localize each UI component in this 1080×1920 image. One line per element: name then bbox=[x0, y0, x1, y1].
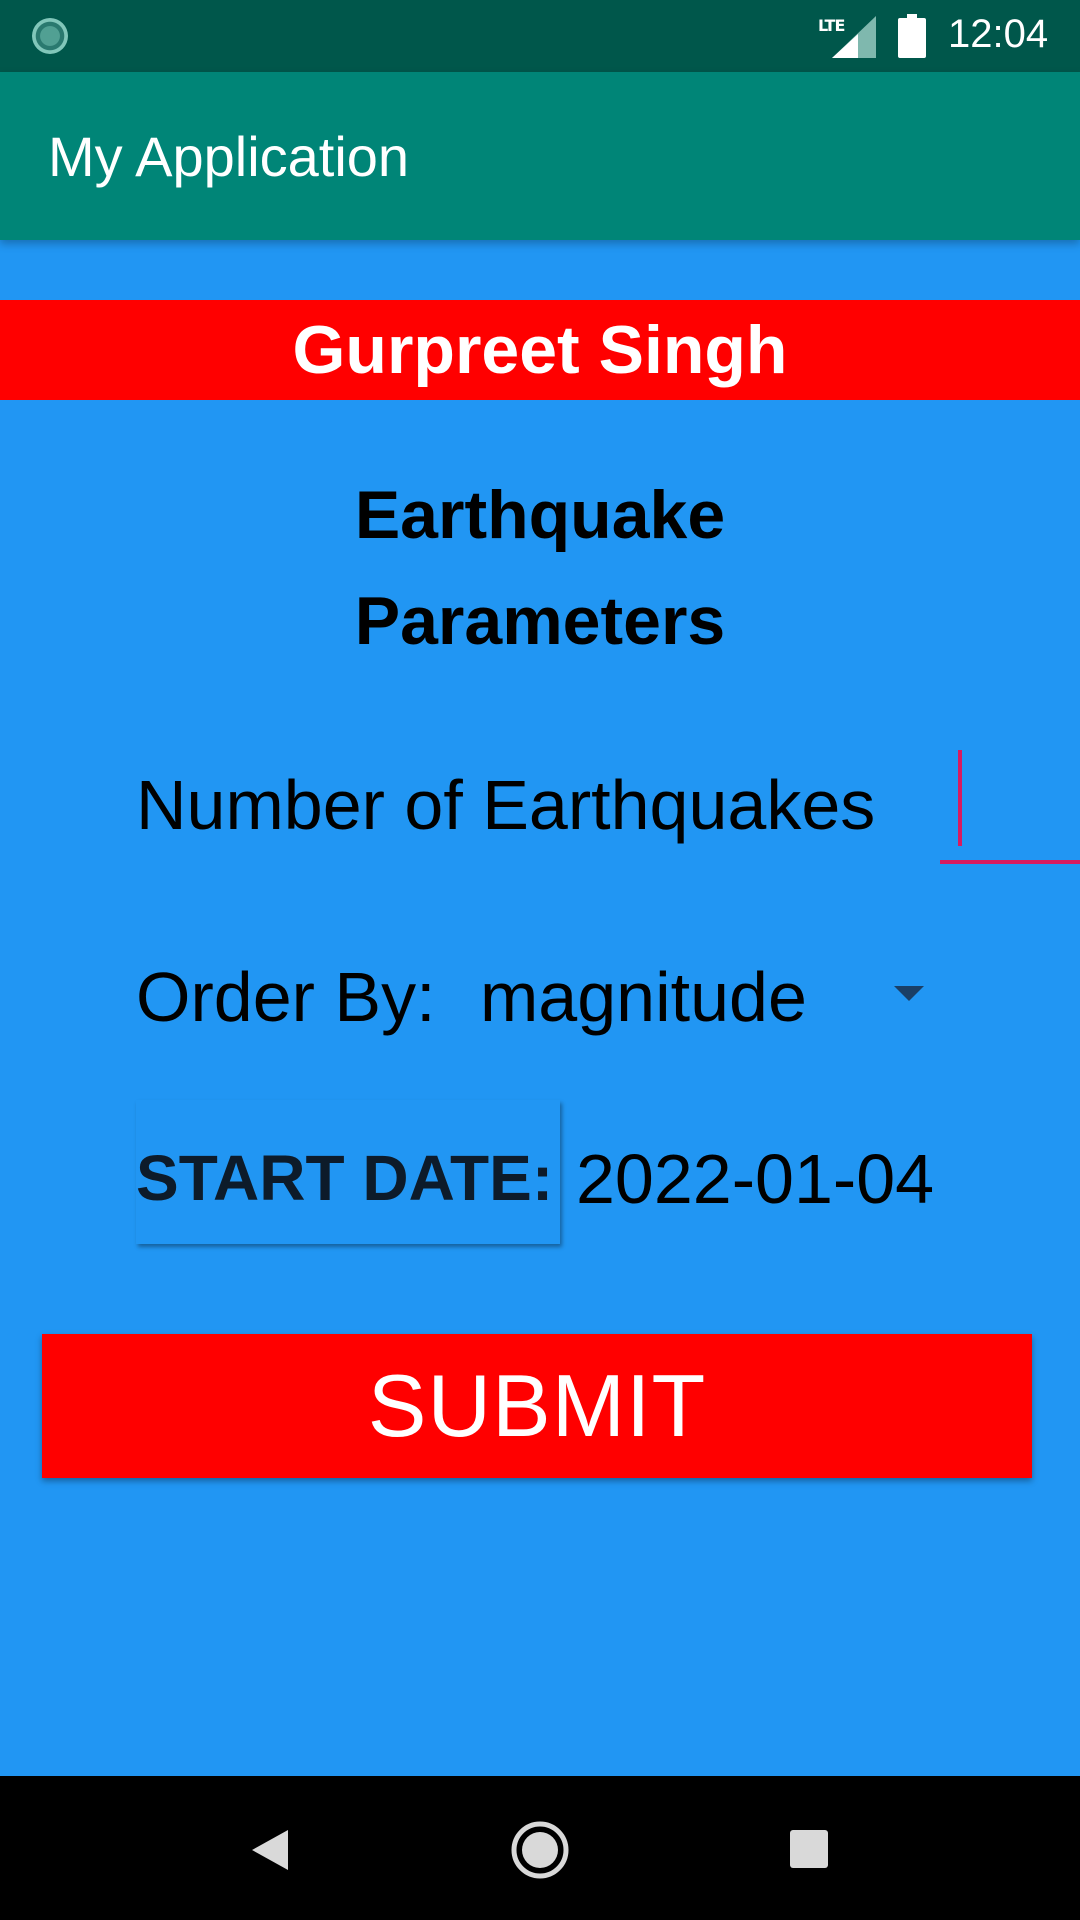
input-underline bbox=[940, 860, 1080, 864]
num-earthquakes-placeholder: Number of Earthquakes bbox=[136, 766, 876, 844]
start-date-value: 2022-01-04 bbox=[576, 1140, 935, 1218]
recents-icon[interactable] bbox=[790, 1830, 828, 1868]
name-banner: Gurpreet Singh bbox=[0, 300, 1080, 400]
network-type-label: LTE bbox=[818, 16, 845, 35]
chevron-down-icon bbox=[894, 986, 924, 1001]
start-date-button[interactable]: START DATE: bbox=[136, 1100, 560, 1244]
order-by-spinner[interactable]: magnitude bbox=[480, 952, 976, 1042]
name-text: Gurpreet Singh bbox=[292, 312, 788, 388]
order-by-value: magnitude bbox=[480, 958, 807, 1036]
signal-icon bbox=[832, 16, 876, 58]
order-by-row: Order By: magnitude bbox=[136, 952, 976, 1042]
text-cursor bbox=[958, 750, 962, 846]
start-date-label: START DATE: bbox=[136, 1142, 554, 1214]
submit-label: SUBMIT bbox=[367, 1356, 707, 1455]
submit-button[interactable]: SUBMIT bbox=[42, 1334, 1032, 1478]
home-icon[interactable] bbox=[510, 1820, 570, 1880]
sync-icon bbox=[32, 18, 68, 54]
page-heading: Earthquake Parameters bbox=[0, 462, 1080, 674]
status-bar: LTE 12:04 bbox=[0, 0, 1080, 72]
battery-icon bbox=[898, 14, 926, 58]
heading-line-2: Parameters bbox=[354, 583, 726, 659]
app-bar: My Application bbox=[0, 72, 1080, 240]
back-icon[interactable] bbox=[250, 1828, 290, 1872]
order-by-label: Order By: bbox=[136, 958, 436, 1036]
app-title: My Application bbox=[48, 125, 410, 188]
status-time: 12:04 bbox=[948, 12, 1049, 56]
num-earthquakes-input[interactable]: Number of Earthquakes bbox=[136, 750, 1080, 864]
navigation-bar bbox=[0, 1776, 1080, 1920]
heading-line-1: Earthquake bbox=[354, 477, 726, 553]
